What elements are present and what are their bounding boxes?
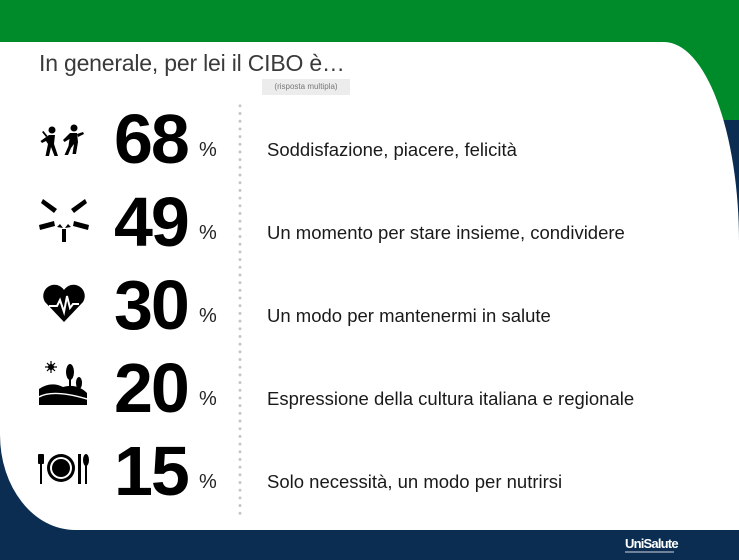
stat-label: Espressione della cultura italiana e reg… xyxy=(267,388,635,409)
stat-value: 15 xyxy=(114,432,190,510)
logo-tagline-bar xyxy=(625,551,674,553)
unisalute-logo: UniSalute xyxy=(625,536,679,551)
percent-sign: % xyxy=(199,222,217,244)
dancing-people-icon xyxy=(37,120,91,164)
stat-row: 15 % Solo necessità, un modo per nutrirs… xyxy=(0,432,739,512)
stat-row: 68 % Soddisfazione, piacere, felicità xyxy=(0,100,739,180)
slide-title: In generale, per lei il CIBO è… xyxy=(39,50,345,76)
subtitle-badge: (risposta multipla) xyxy=(262,79,350,95)
stat-value: 30 xyxy=(114,266,190,344)
stat-row: 49 % Un momento per stare insieme, condi… xyxy=(0,183,739,263)
percent-sign: % xyxy=(199,471,217,493)
percent-sign: % xyxy=(199,388,217,410)
dotted-divider xyxy=(238,102,242,517)
stat-row: 20 % Espressione della cultura italiana … xyxy=(0,349,739,429)
stat-label: Un modo per mantenermi in salute xyxy=(267,305,551,326)
stat-label: Soddisfazione, piacere, felicità xyxy=(267,139,517,160)
content-panel xyxy=(0,42,739,530)
stat-value: 49 xyxy=(114,183,190,261)
stat-value: 68 xyxy=(114,100,190,178)
heart-pulse-icon xyxy=(37,282,91,326)
stat-value: 20 xyxy=(114,349,190,427)
joined-hands-icon xyxy=(37,195,91,243)
stat-label: Un momento per stare insieme, condivider… xyxy=(267,222,625,243)
stat-label: Solo necessità, un modo per nutrirsi xyxy=(267,471,563,492)
plate-cutlery-icon xyxy=(37,450,91,486)
percent-sign: % xyxy=(199,305,217,327)
percent-sign: % xyxy=(199,139,217,161)
landscape-icon xyxy=(37,359,91,407)
stat-row: 30 % Un modo per mantenermi in salute xyxy=(0,266,739,346)
